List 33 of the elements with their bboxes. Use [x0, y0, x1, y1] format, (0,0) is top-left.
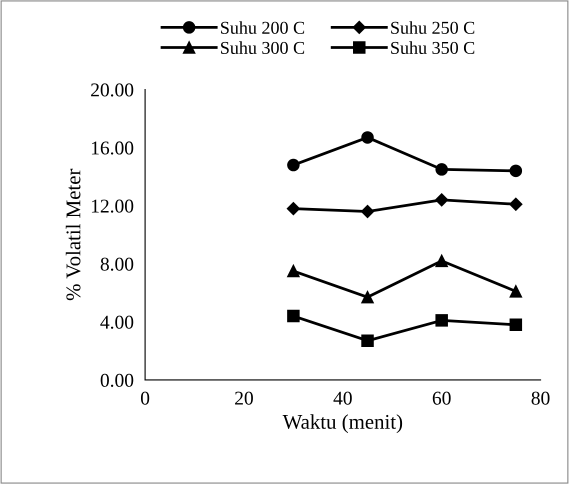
x-tick-label: 40	[333, 392, 352, 405]
legend-label: Suhu 300 C	[221, 41, 304, 54]
y-tick-label: 8.00	[100, 258, 134, 271]
point	[435, 163, 448, 176]
point	[510, 285, 522, 298]
point	[435, 314, 448, 327]
point	[435, 193, 448, 206]
x-tick-label: 0	[140, 392, 150, 405]
x-tick-label: 80	[532, 392, 550, 405]
y-tick-label: 20.00	[91, 83, 134, 97]
x-tick-label: 20	[235, 392, 253, 405]
point	[361, 131, 374, 144]
legend-label: Suhu 250 C	[391, 21, 474, 34]
point	[435, 254, 448, 268]
point	[360, 204, 374, 218]
point	[361, 290, 374, 304]
point	[361, 334, 374, 347]
point	[287, 158, 300, 172]
point	[287, 310, 300, 322]
y-tick-label: 16.00	[92, 141, 134, 155]
y-tick-label: 12.00	[92, 200, 134, 213]
point	[509, 198, 522, 211]
y-axis-title: % Volatil Meter	[66, 168, 81, 300]
point	[510, 164, 522, 178]
x-tick-label: 60	[432, 392, 451, 405]
y-tick-label: 0.00	[100, 374, 134, 387]
point	[287, 264, 300, 278]
point	[510, 318, 522, 332]
point	[286, 202, 300, 216]
y-tick-label: 4.00	[100, 316, 134, 329]
legend-label: Suhu 200 C	[221, 21, 304, 34]
x-axis-title: Waktu (menit)	[282, 414, 402, 434]
legend-label: Suhu 350 C	[391, 41, 474, 54]
